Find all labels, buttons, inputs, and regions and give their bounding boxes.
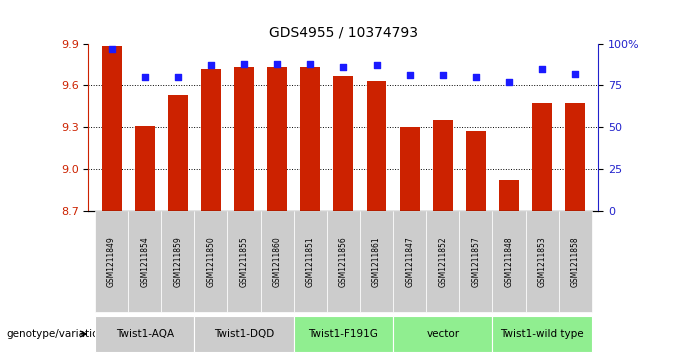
Point bbox=[106, 46, 117, 52]
Bar bbox=[432, 120, 453, 211]
Point bbox=[139, 74, 150, 80]
Text: GSM1211855: GSM1211855 bbox=[239, 236, 249, 287]
Bar bbox=[135, 126, 154, 211]
Text: GSM1211848: GSM1211848 bbox=[505, 236, 513, 287]
Text: Twist1-wild type: Twist1-wild type bbox=[500, 329, 584, 339]
Text: GSM1211858: GSM1211858 bbox=[571, 236, 580, 287]
Bar bbox=[565, 103, 585, 211]
Bar bbox=[499, 180, 519, 211]
Text: GSM1211857: GSM1211857 bbox=[471, 236, 480, 287]
Title: GDS4955 / 10374793: GDS4955 / 10374793 bbox=[269, 26, 418, 40]
Bar bbox=[466, 131, 486, 211]
Bar bbox=[367, 81, 386, 211]
Text: Twist1-DQD: Twist1-DQD bbox=[214, 329, 274, 339]
Bar bbox=[532, 103, 552, 211]
Text: GSM1211849: GSM1211849 bbox=[107, 236, 116, 287]
Bar bbox=[168, 95, 188, 211]
Point bbox=[504, 79, 515, 85]
Bar bbox=[234, 67, 254, 211]
Text: Twist1-AQA: Twist1-AQA bbox=[116, 329, 174, 339]
Point bbox=[537, 66, 547, 72]
Text: GSM1211854: GSM1211854 bbox=[140, 236, 149, 287]
Point bbox=[437, 72, 448, 78]
Text: GSM1211860: GSM1211860 bbox=[273, 236, 282, 287]
Text: GSM1211847: GSM1211847 bbox=[405, 236, 414, 287]
Point bbox=[205, 62, 216, 68]
Point bbox=[371, 62, 382, 68]
Text: Twist1-F191G: Twist1-F191G bbox=[309, 329, 378, 339]
Bar bbox=[267, 67, 287, 211]
Text: GSM1211851: GSM1211851 bbox=[306, 236, 315, 287]
Text: GSM1211856: GSM1211856 bbox=[339, 236, 348, 287]
Point bbox=[570, 71, 581, 77]
Text: GSM1211850: GSM1211850 bbox=[207, 236, 216, 287]
Text: GSM1211853: GSM1211853 bbox=[538, 236, 547, 287]
Bar bbox=[101, 46, 122, 211]
Point bbox=[404, 72, 415, 78]
Bar bbox=[400, 127, 420, 211]
Text: vector: vector bbox=[426, 329, 459, 339]
Point bbox=[172, 74, 183, 80]
Bar bbox=[333, 76, 354, 211]
Bar bbox=[201, 69, 221, 211]
Point bbox=[338, 64, 349, 70]
Text: GSM1211852: GSM1211852 bbox=[438, 236, 447, 287]
Point bbox=[239, 61, 250, 66]
Text: GSM1211861: GSM1211861 bbox=[372, 236, 381, 287]
Text: genotype/variation: genotype/variation bbox=[7, 329, 106, 339]
Text: GSM1211859: GSM1211859 bbox=[173, 236, 182, 287]
Point bbox=[471, 74, 481, 80]
Point bbox=[305, 61, 316, 66]
Bar bbox=[301, 67, 320, 211]
Point bbox=[272, 61, 283, 66]
